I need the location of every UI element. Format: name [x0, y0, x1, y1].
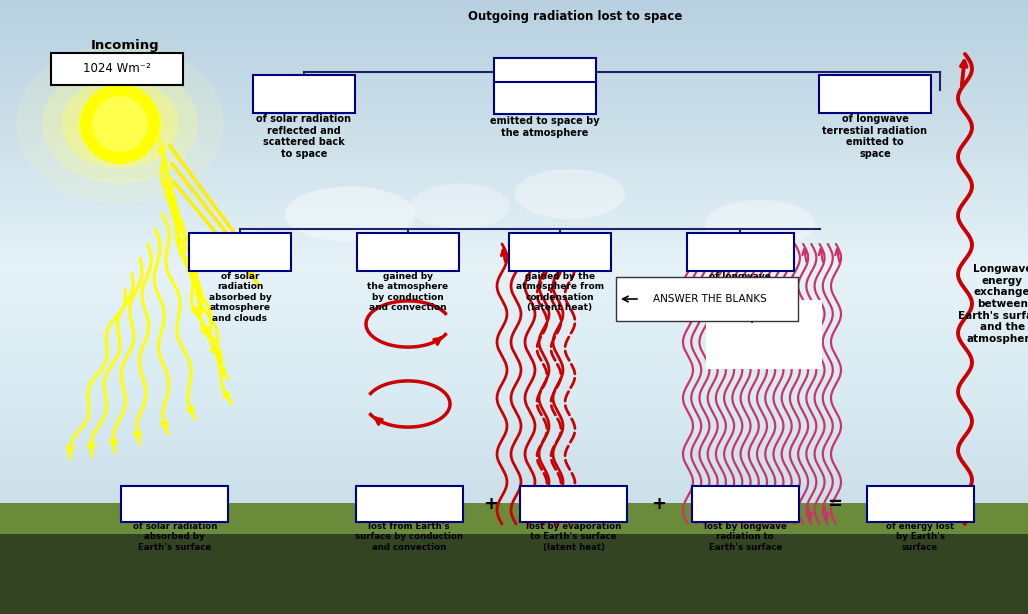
Ellipse shape: [410, 184, 510, 228]
Ellipse shape: [16, 44, 224, 204]
FancyBboxPatch shape: [51, 53, 183, 85]
Text: of longwave
terrestial
radiation
gained by
the atmosphere: of longwave terrestial radiation gained …: [699, 272, 780, 322]
Text: of solar radiation
reflected and
scattered back
to space: of solar radiation reflected and scatter…: [257, 114, 352, 159]
Text: of solar radiation
absorbed by
Earth's surface: of solar radiation absorbed by Earth's s…: [133, 522, 217, 552]
FancyBboxPatch shape: [759, 300, 821, 368]
FancyBboxPatch shape: [687, 233, 794, 271]
FancyBboxPatch shape: [494, 82, 596, 114]
Circle shape: [91, 96, 148, 152]
Polygon shape: [0, 516, 1028, 614]
FancyBboxPatch shape: [520, 486, 627, 522]
Text: Longwave
energy
exchange
between
Earth's surface
and the
atmosphere: Longwave energy exchange between Earth's…: [958, 264, 1028, 344]
Polygon shape: [0, 503, 1028, 534]
Text: of solar
radiation
absorbed by
atmosphere
and clouds: of solar radiation absorbed by atmospher…: [209, 272, 271, 322]
Text: =: =: [828, 495, 842, 513]
FancyBboxPatch shape: [357, 233, 458, 271]
FancyBboxPatch shape: [121, 486, 228, 522]
Text: gained by the
atmosphere from
condensation
(latent heat): gained by the atmosphere from condensati…: [516, 272, 604, 312]
FancyBboxPatch shape: [253, 75, 355, 113]
Ellipse shape: [195, 229, 285, 269]
Text: of longwave
terrestial radiation
emitted to
space: of longwave terrestial radiation emitted…: [822, 114, 927, 159]
FancyBboxPatch shape: [189, 233, 291, 271]
Polygon shape: [0, 534, 1028, 614]
Text: lost by evaporation
to Earth's surface
(latent heat): lost by evaporation to Earth's surface (…: [526, 522, 621, 552]
FancyBboxPatch shape: [494, 58, 596, 90]
FancyBboxPatch shape: [692, 486, 799, 522]
Text: +: +: [483, 495, 498, 513]
Ellipse shape: [705, 200, 815, 248]
FancyBboxPatch shape: [867, 486, 974, 522]
FancyBboxPatch shape: [616, 277, 798, 321]
Circle shape: [80, 84, 160, 164]
FancyBboxPatch shape: [819, 75, 931, 113]
FancyBboxPatch shape: [509, 233, 611, 271]
Ellipse shape: [62, 79, 179, 169]
Ellipse shape: [515, 169, 625, 219]
Text: lost from Earth's
surface by conduction
and convection: lost from Earth's surface by conduction …: [355, 522, 464, 552]
Text: lost by longwave
radiation to
Earth's surface: lost by longwave radiation to Earth's su…: [704, 522, 786, 552]
Text: Incoming: Incoming: [90, 39, 159, 52]
Text: gained by
the atmosphere
by conduction
and convection: gained by the atmosphere by conduction a…: [367, 272, 448, 312]
Ellipse shape: [78, 91, 162, 157]
Text: of energy lost
by Earth's
surface: of energy lost by Earth's surface: [886, 522, 954, 552]
Text: ANSWER THE BLANKS: ANSWER THE BLANKS: [653, 294, 767, 304]
Ellipse shape: [90, 101, 149, 147]
Text: emitted to space by
the atmosphere: emitted to space by the atmosphere: [490, 116, 599, 138]
Text: +: +: [652, 495, 666, 513]
Text: Outgoing radiation lost to space: Outgoing radiation lost to space: [469, 10, 683, 23]
Ellipse shape: [285, 187, 415, 241]
Ellipse shape: [42, 64, 198, 184]
Text: 1024 Wm⁻²: 1024 Wm⁻²: [83, 63, 151, 76]
FancyBboxPatch shape: [707, 300, 769, 368]
FancyBboxPatch shape: [356, 486, 463, 522]
Text: Solar Radiation: Solar Radiation: [67, 52, 183, 65]
